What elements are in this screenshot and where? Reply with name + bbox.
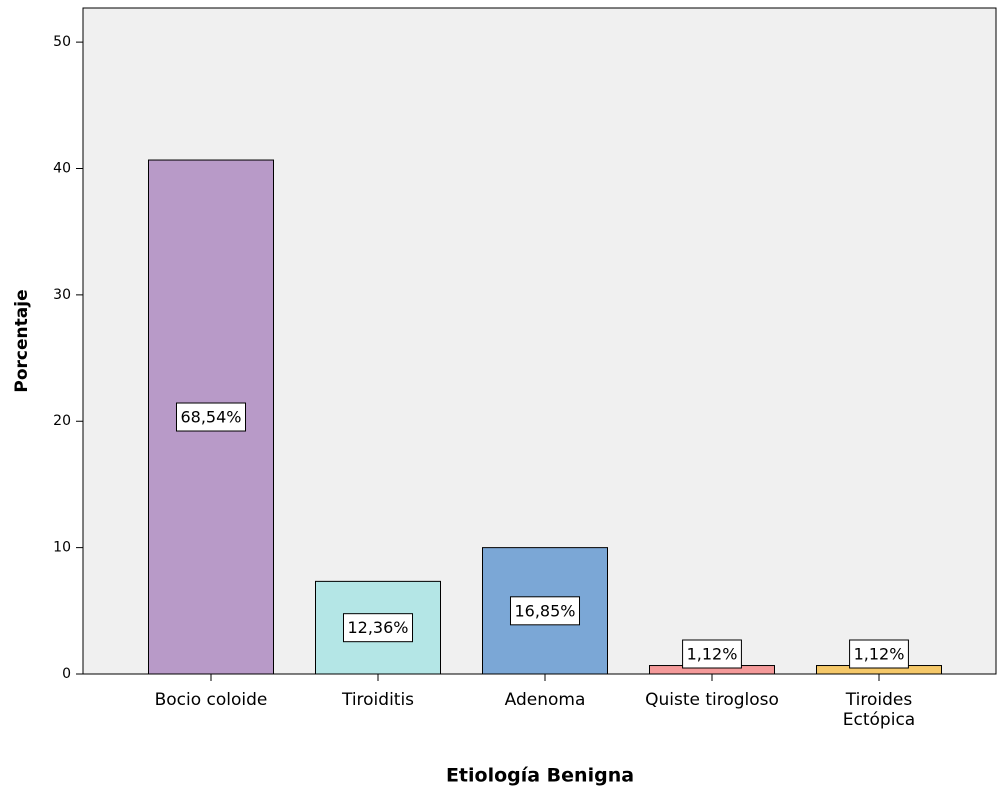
bar-label-box bbox=[342, 613, 414, 643]
bar-label: 16,85% bbox=[514, 601, 575, 620]
y-tick-label: 50 bbox=[53, 34, 71, 50]
x-tick-label: Quiste tirogloso bbox=[645, 690, 779, 710]
x-tick-label: Tiroides Ectópica bbox=[842, 690, 916, 730]
bar-label: 1,12% bbox=[854, 645, 905, 664]
bar-label: 12,36% bbox=[347, 618, 408, 637]
bar-label: 1,12% bbox=[687, 645, 738, 664]
y-tick-label: 40 bbox=[53, 160, 71, 176]
bar-label-box bbox=[682, 639, 742, 669]
y-tick-label: 30 bbox=[53, 287, 71, 303]
y-axis-title: Porcentaje bbox=[12, 289, 32, 392]
x-tick-label: Adenoma bbox=[504, 690, 586, 710]
y-tick-label: 20 bbox=[53, 413, 71, 429]
y-tick-label: 10 bbox=[53, 540, 71, 556]
bar-label-box bbox=[849, 639, 909, 669]
y-tick-label: 0 bbox=[62, 666, 71, 682]
x-axis-title: Etiología Benigna bbox=[446, 765, 634, 787]
bar-label-box bbox=[175, 402, 247, 432]
bar-label-box bbox=[509, 596, 581, 626]
x-tick-label: Tiroiditis bbox=[341, 690, 415, 710]
x-tick-label: Bocio coloide bbox=[154, 690, 268, 710]
bar-label: 68,54% bbox=[180, 408, 241, 427]
